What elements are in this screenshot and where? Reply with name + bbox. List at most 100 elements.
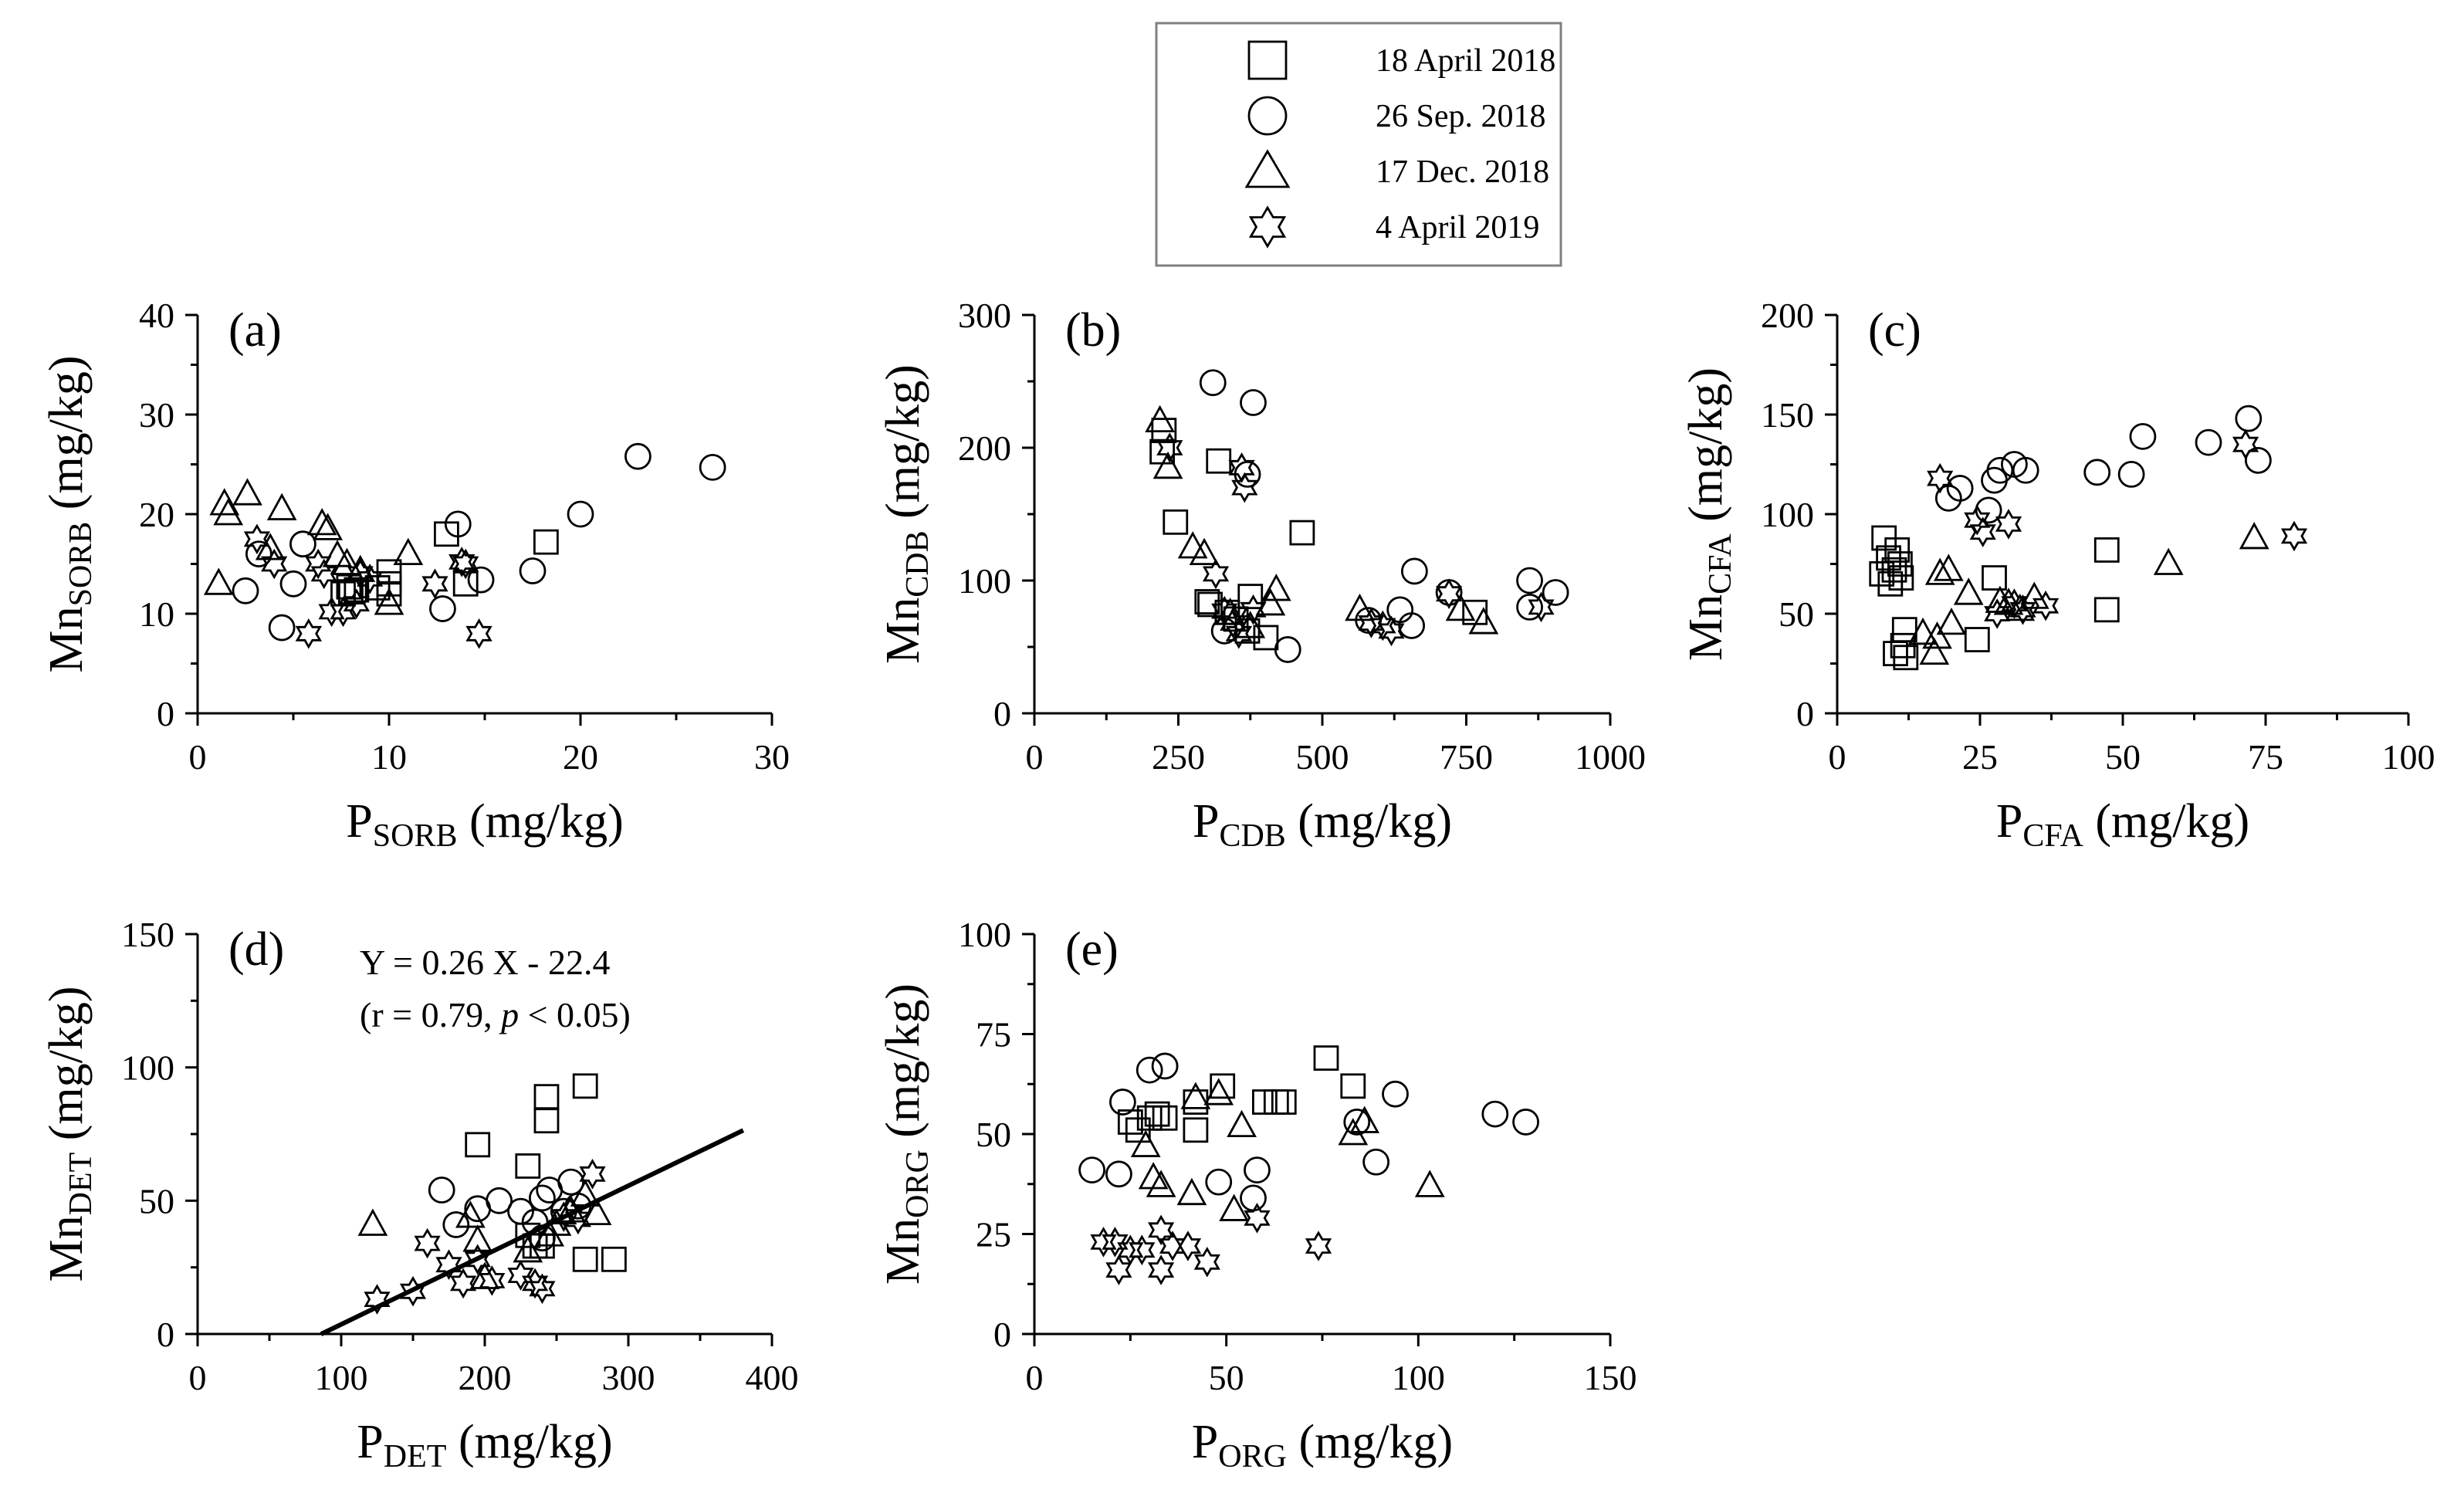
y-tick-label: 25 — [976, 1215, 1011, 1254]
circle-data-point — [567, 500, 594, 528]
legend-circle-marker — [1247, 96, 1288, 136]
legend-label: 18 April 2018 — [1376, 43, 1555, 79]
triangle-data-point — [1922, 621, 1952, 649]
square-data-point — [1893, 645, 1919, 671]
y-axis-title: MnCDB (mg/kg) — [877, 364, 936, 664]
star-data-point — [310, 558, 337, 590]
legend-square-marker — [1247, 40, 1288, 80]
triangle-data-point — [1203, 1078, 1234, 1105]
panel-c: 0 25 50 75 100 0 50 100 150 200 PCFA (mg/kg) MnCFA … — [1680, 296, 2435, 854]
square-data-point — [1884, 537, 1911, 563]
legend-label: 17 Dec. 2018 — [1376, 154, 1549, 190]
star-data-point — [2032, 590, 2060, 621]
star-data-point — [529, 1273, 556, 1305]
circle-data-point — [699, 453, 726, 481]
triangle-data-point — [1936, 607, 1967, 635]
triangle-data-point — [374, 587, 404, 615]
series-star — [243, 523, 492, 649]
triangle-data-point — [455, 1200, 486, 1228]
triangle-data-point — [266, 493, 297, 520]
square-data-point — [1340, 1073, 1366, 1099]
star-data-point — [1129, 1234, 1156, 1265]
star-data-point — [1231, 472, 1258, 503]
circle-data-point — [2083, 459, 2111, 486]
square-data-point — [1144, 1101, 1170, 1127]
y-tick-label: 50 — [1779, 594, 1814, 634]
legend-star-marker — [1248, 205, 1287, 249]
series-star — [1156, 432, 1555, 649]
legend-item: 17 Dec. 2018 — [1244, 149, 1549, 190]
circle-data-point — [467, 566, 495, 594]
y-tick-label: 100 — [121, 1048, 174, 1088]
y-tick-label: 50 — [139, 1181, 174, 1221]
square-data-point — [1982, 565, 2007, 591]
circle-data-point — [1240, 389, 1267, 416]
circle-data-point — [268, 614, 296, 642]
x-tick-label: 30 — [754, 737, 790, 777]
star-data-point — [448, 547, 476, 577]
triangle-data-point — [1445, 593, 1476, 621]
star-data-point — [1969, 516, 1996, 547]
panel-label: (e) — [1065, 923, 1119, 976]
square-data-point — [1210, 1073, 1236, 1099]
star-data-point — [1090, 1227, 1117, 1258]
square-data-point — [1183, 1117, 1209, 1143]
circle-data-point — [519, 557, 547, 584]
triangle-data-point — [2019, 581, 2049, 609]
triangle-data-point — [1933, 554, 1964, 581]
circle-data-point — [444, 510, 472, 538]
star-data-point — [357, 564, 384, 594]
triangle-data-point — [255, 533, 286, 560]
circle-data-point — [1108, 1088, 1136, 1116]
triangle-data-point — [1349, 1105, 1380, 1133]
triangle-data-point — [1414, 1170, 1445, 1197]
y-tick-label: 0 — [993, 1315, 1011, 1354]
star-data-point — [1964, 504, 1991, 536]
series-star — [364, 1158, 606, 1315]
x-tick-label: 500 — [1296, 737, 1349, 777]
triangle-data-point — [541, 1208, 572, 1236]
star-data-point — [399, 1275, 427, 1307]
triangle-data-point — [1993, 587, 2024, 615]
circle-data-point — [1516, 594, 1543, 621]
legend-frame — [1155, 22, 1562, 267]
circle-data-point — [2244, 446, 2272, 474]
star-data-point — [295, 618, 323, 649]
square-data-point — [376, 581, 402, 607]
star-data-point — [522, 1268, 549, 1299]
x-axis-title: PSORB (mg/kg) — [346, 795, 623, 854]
x-tick-label: 150 — [1584, 1358, 1637, 1397]
triangle-data-point — [332, 547, 362, 575]
circle-data-point — [1205, 1168, 1233, 1196]
y-tick-label: 0 — [157, 694, 174, 733]
series-triangle — [1145, 405, 1499, 638]
circle-data-point — [1400, 557, 1428, 585]
star-data-point — [414, 1227, 441, 1259]
circle-data-point — [1199, 369, 1227, 397]
star-data-point — [1202, 558, 1230, 590]
circle-data-point — [521, 1208, 549, 1236]
star-data-point — [1995, 509, 2022, 540]
x-tick-label: 100 — [2382, 737, 2435, 777]
square-data-point — [1271, 1089, 1297, 1115]
y-tick-label: 20 — [139, 495, 174, 534]
y-tick-label: 0 — [157, 1315, 174, 1354]
circle-data-point — [1362, 1148, 1390, 1176]
circle-data-point — [529, 1224, 556, 1252]
panel-label: (b) — [1065, 304, 1121, 357]
square-data-point — [1163, 509, 1189, 535]
triangle-data-point — [306, 507, 337, 536]
star-data-point — [1117, 1234, 1144, 1265]
circle-data-point — [2129, 422, 2157, 450]
square-data-point — [1881, 557, 1907, 583]
panel-a: 0 10 20 30 0 10 20 30 40 PSORB (mg/kg) MnSORB (mg/… — [40, 296, 790, 854]
y-tick-label: 200 — [1761, 296, 1814, 335]
triangle-data-point — [232, 478, 262, 506]
y-axis-title: MnDET (mg/kg) — [40, 986, 99, 1281]
legend-item: 26 Sep. 2018 — [1247, 96, 1546, 136]
circle-data-point — [2117, 461, 2145, 488]
square-data-point — [572, 1246, 598, 1272]
star-data-point — [343, 588, 371, 619]
